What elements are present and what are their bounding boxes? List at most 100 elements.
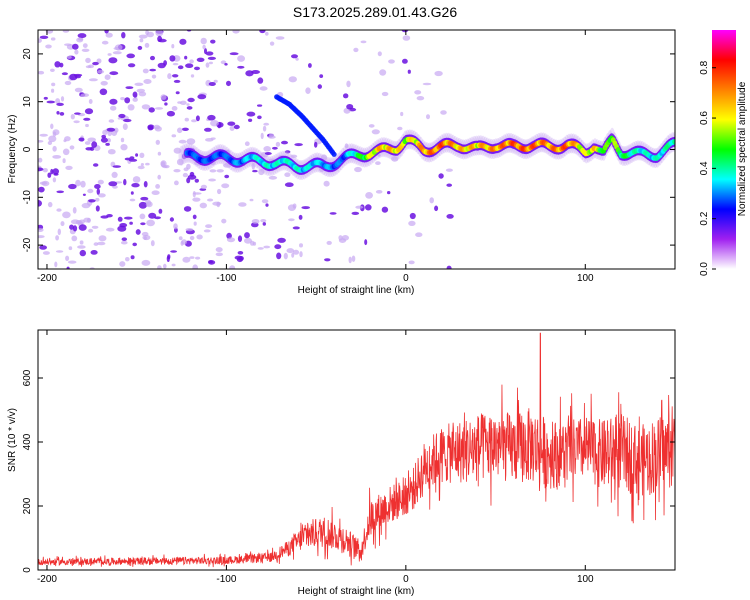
spectrogram-noise-blob (299, 243, 303, 248)
snr-x-ticks: -200 -100 0 100 (37, 330, 594, 585)
spectrogram-noise-blob (87, 188, 94, 194)
spectrogram-noise-blob (194, 66, 200, 71)
spectrogram-noise-blob (121, 240, 128, 245)
spectrogram-noise-blob (186, 103, 190, 106)
spectrogram-noise-blob (260, 132, 264, 140)
spectrogram-noise-blob (138, 91, 147, 97)
spectrogram-x-tick-label: 100 (577, 273, 594, 284)
spectrogram-noise-blob (438, 173, 444, 179)
spectrogram-noise-blob (54, 61, 61, 68)
spectrogram-noise-blob (229, 265, 236, 269)
spectrogram-noise-blob (135, 153, 139, 157)
spectrogram-noise-blob (408, 260, 415, 265)
spectrogram-noise-blob (110, 105, 117, 111)
spectrogram-noise-blob (446, 183, 453, 187)
spectrogram-noise-blob (244, 232, 250, 239)
spectrogram-noise-blob (68, 246, 73, 251)
spectrogram-noise-blob (210, 137, 216, 140)
spectrogram-noise-blob (52, 168, 59, 175)
spectrogram-noise-blob (244, 237, 252, 244)
spectrogram-noise-blob (126, 53, 135, 59)
spectrogram-noise-blob (131, 183, 140, 188)
spectrogram-noise-blob (169, 55, 176, 62)
spectrogram-noise-blob (381, 206, 389, 213)
spectrogram-noise-blob (91, 225, 99, 229)
spectrogram-noise-blob (281, 140, 288, 145)
spectrogram-noise-blob (440, 110, 447, 115)
spectrogram-noise-blob (209, 169, 217, 173)
spectrogram-noise-blob (139, 152, 145, 158)
spectrogram-noise-blob (344, 143, 349, 149)
colorbar: 0.0 0.2 0.4 0.6 0.8 Normalized spectral ampl… (699, 30, 748, 276)
spectrogram-noise-blob (179, 38, 187, 45)
spectrogram-noise-blob (72, 207, 77, 214)
spectrogram-noise-blob (208, 260, 216, 265)
spectrogram-noise-blob (166, 110, 175, 117)
spectrogram-noise-blob (173, 79, 181, 83)
spectrogram-noise-blob (265, 203, 269, 207)
spectrogram-noise-blob (227, 121, 236, 126)
spectrogram-noise-blob (186, 163, 191, 170)
spectrogram-noise-blob (114, 127, 119, 133)
colorbar-ticks: 0.0 0.2 0.4 0.6 0.8 (699, 60, 716, 276)
spectrogram-noise-blob (143, 181, 148, 188)
spectrogram-noise-blob (62, 148, 70, 156)
spectrogram-noise-blob (226, 80, 231, 87)
spectrogram-noise-blob (80, 93, 89, 97)
spectrogram-x-tick-label: -100 (216, 273, 236, 284)
spectrogram-noise-blob (346, 80, 351, 88)
spectrogram-noise-blob (68, 183, 77, 190)
spectrogram-noise-blob (181, 127, 189, 131)
spectrogram-noise-blob (171, 263, 176, 267)
spectrogram-noise-blob (409, 212, 416, 220)
spectrogram-noise-blob (134, 82, 144, 87)
spectrogram-noise-blob (129, 221, 133, 225)
spectrogram-noise-blob (52, 177, 57, 183)
spectrogram-noise-blob (284, 172, 291, 177)
spectrogram-y-ticks: -20 -10 0 10 20 (22, 48, 675, 252)
spectrogram-noise-blob (130, 255, 135, 260)
spectrogram-noise-blob (251, 219, 260, 224)
spectrogram-noise-blob (41, 180, 50, 187)
spectrogram-noise-blob (187, 174, 197, 180)
spectrogram-noise-blob (157, 35, 163, 43)
spectrogram-noise-blob (64, 136, 71, 142)
spectrogram-noise-blob (377, 51, 382, 57)
spectrogram-noise-blob (422, 82, 432, 86)
spectrogram-noise-blob (82, 193, 86, 196)
spectrogram-noise-blob (88, 99, 93, 104)
spectrogram-noise-blob (47, 201, 53, 208)
spectrogram-noise-blob (127, 63, 136, 68)
spectrogram-noise-blob (106, 138, 111, 143)
spectrogram-noise-blob (208, 61, 213, 65)
spectrogram-noise-blob (74, 49, 79, 55)
spectrogram-noise-blob (408, 220, 416, 226)
spectrogram-noise-blob (39, 35, 49, 39)
spectrogram-noise-blob (202, 44, 206, 50)
spectrogram-noise-blob (233, 124, 240, 130)
spectrogram-noise-blob (298, 214, 303, 220)
spectrogram-noise-blob (210, 39, 216, 44)
spectrogram-noise-blob (186, 138, 196, 145)
spectrogram-noise-blob (141, 259, 151, 266)
spectrogram-noise-blob (171, 134, 177, 138)
spectrogram-noise-blob (291, 54, 298, 59)
spectrogram-noise-blob (69, 145, 75, 150)
spectrogram-noise-blob (185, 228, 194, 232)
spectrogram-noise-blob (154, 107, 164, 110)
spectrogram-noise-blob (354, 166, 362, 173)
spectrogram-noise-blob (257, 104, 263, 107)
colorbar-tick-label: 0.4 (699, 161, 710, 175)
spectrogram-noise-blob (261, 199, 269, 204)
spectrogram-noise-blob (65, 255, 70, 261)
spectrogram-noise-blob (257, 247, 264, 250)
spectrogram-noise-blob (117, 216, 123, 222)
spectrogram-noise-blob (76, 37, 84, 43)
spectrogram-noise-blob (178, 139, 187, 144)
spectrogram-noise-blob (274, 244, 282, 250)
spectrogram-noise-blob (317, 84, 322, 89)
spectrogram-noise-blob (38, 186, 45, 193)
spectrogram-noise-blob (229, 125, 235, 131)
spectrogram-noise-blob (319, 74, 324, 78)
spectrogram-noise-blob (143, 236, 147, 241)
